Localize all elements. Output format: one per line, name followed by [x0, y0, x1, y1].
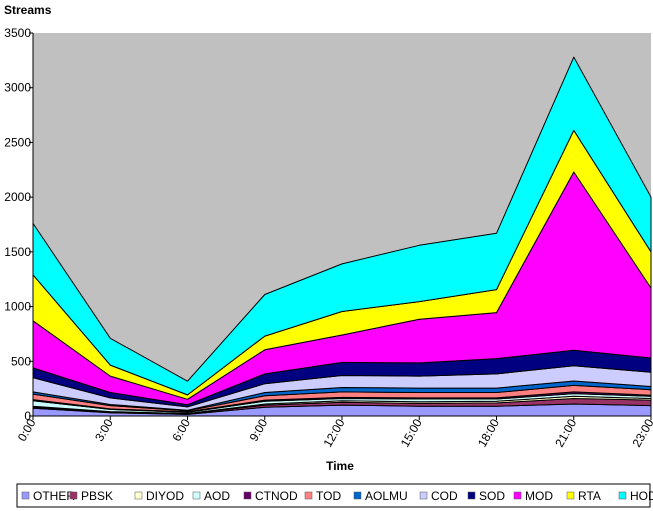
y-tick-label: 1500: [4, 245, 31, 259]
y-tick-label: 0: [24, 409, 31, 423]
legend-label: AOLMU: [365, 489, 408, 503]
legend-item-other: OTHER: [21, 489, 75, 503]
legend-item-sod: SOD: [467, 489, 505, 503]
x-tick-label: 6:00: [169, 416, 193, 444]
legend-item-aod: AOD: [192, 489, 230, 503]
legend-item-pbsk: PBSK: [69, 489, 113, 503]
x-tick-label: 23:00: [629, 416, 653, 449]
y-tick-label: 3000: [4, 81, 31, 95]
legend-swatch: [618, 491, 627, 500]
legend-swatch: [566, 491, 575, 500]
legend-label: CTNOD: [255, 489, 298, 503]
y-axis-title: Streams: [4, 3, 52, 17]
legend-swatch: [69, 491, 78, 500]
legend-label: TOD: [316, 489, 341, 503]
legend-swatch: [304, 491, 313, 500]
legend-swatch: [21, 491, 30, 500]
legend-label: MOD: [525, 489, 553, 503]
legend-swatch: [192, 491, 201, 500]
legend-label: SOD: [479, 489, 505, 503]
legend-label: OTHER: [33, 489, 75, 503]
legend-item-aolmu: AOLMU: [353, 489, 408, 503]
x-tick-label: 3:00: [92, 416, 116, 444]
legend-label: HOD: [630, 489, 653, 503]
legend-item-rta: RTA: [566, 489, 601, 503]
legend-swatch: [513, 491, 522, 500]
legend-swatch: [467, 491, 476, 500]
legend-swatch: [243, 491, 252, 500]
y-tick-label: 1000: [4, 300, 31, 314]
x-axis-title: Time: [326, 459, 354, 473]
legend-label: DIYOD: [146, 489, 184, 503]
y-tick-label: 2500: [4, 135, 31, 149]
y-tick-label: 500: [11, 354, 31, 368]
legend-box: [16, 483, 651, 508]
series-areas: [32, 56, 652, 417]
area-hod: [32, 56, 652, 396]
legend-item-tod: TOD: [304, 489, 341, 503]
legend-item-hod: HOD: [618, 489, 653, 503]
legend-swatch: [353, 491, 362, 500]
legend-label: AOD: [204, 489, 230, 503]
y-tick-label: 3500: [4, 26, 31, 40]
y-tick-label: 2000: [4, 190, 31, 204]
legend-swatch: [134, 491, 143, 500]
x-tick-label: 12:00: [320, 416, 347, 449]
x-tick-label: 15:00: [398, 416, 425, 449]
legend-item-cod: COD: [419, 489, 458, 503]
legend-label: PBSK: [81, 489, 113, 503]
legend-swatch: [419, 491, 428, 500]
legend: OTHER PBSK DIYOD AOD CTNOD TOD AOLMU COD SOD MOD R…: [16, 483, 653, 508]
legend-item-ctnod: CTNOD: [243, 489, 298, 503]
legend-item-mod: MOD: [513, 489, 553, 503]
x-tick-label: 9:00: [247, 416, 271, 444]
x-tick-label: 0:00: [15, 416, 39, 444]
x-tick-label: 21:00: [552, 416, 579, 449]
legend-label: RTA: [578, 489, 601, 503]
legend-label: COD: [431, 489, 458, 503]
x-tick-label: 18:00: [475, 416, 502, 449]
legend-item-diyod: DIYOD: [134, 489, 184, 503]
